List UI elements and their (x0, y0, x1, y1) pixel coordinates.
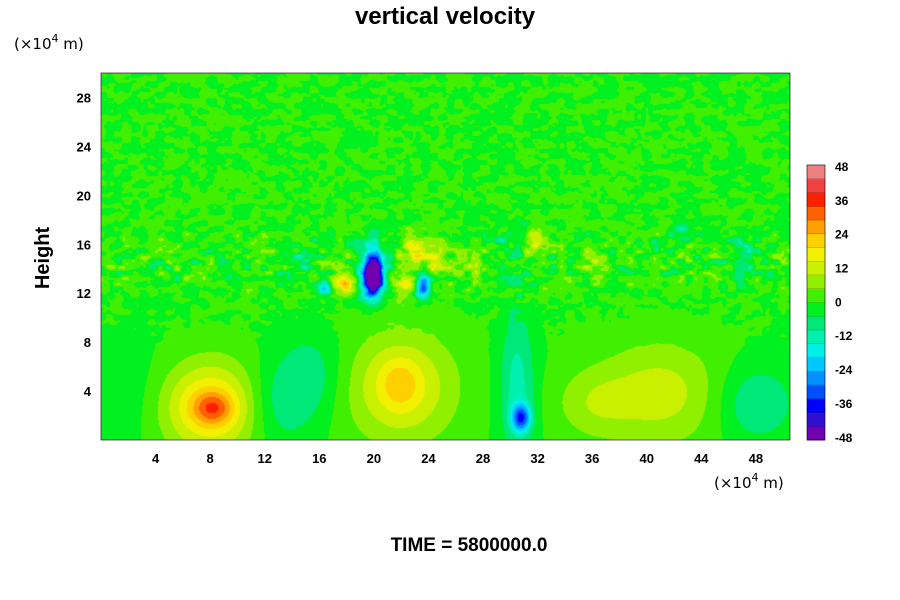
colorbar-segment (807, 344, 825, 358)
colorbar-segment (807, 206, 825, 220)
colorbar-segment (807, 358, 825, 372)
colorbar-segment (807, 413, 825, 427)
x-tick-label: 44 (694, 451, 709, 466)
colorbar-tick-label: 12 (835, 262, 849, 276)
x-tick-label: 36 (585, 451, 599, 466)
y-axis-label: Height (32, 227, 54, 290)
colorbar-segment (807, 289, 825, 303)
x-tick-label: 40 (640, 451, 654, 466)
colorbar-segment (807, 234, 825, 248)
chart-title: vertical velocity (355, 3, 536, 30)
colorbar-segment (807, 165, 825, 179)
colorbar-tick-label: -36 (835, 397, 853, 411)
colorbar-segment (807, 330, 825, 344)
colorbar-tick-label: 48 (835, 160, 849, 174)
y-tick-label: 28 (77, 90, 91, 105)
colorbar-tick-label: 0 (835, 295, 842, 309)
colorbar-segment (807, 248, 825, 262)
x-tick-label: 32 (530, 451, 544, 466)
y-axis-ticks: 4 8 12 16 20 24 28 (77, 90, 92, 399)
colorbar-segment (807, 275, 825, 289)
y-tick-label: 24 (77, 139, 92, 154)
x-tick-label: 20 (367, 451, 381, 466)
colorbar-segment (807, 220, 825, 234)
y-axis-unit: (×104 m) (14, 32, 84, 53)
x-tick-label: 48 (749, 451, 763, 466)
colorbar-tick-label: -48 (835, 431, 853, 445)
y-tick-label: 4 (84, 384, 92, 399)
y-tick-label: 12 (77, 286, 91, 301)
colorbar-segment (807, 426, 825, 440)
x-tick-label: 28 (476, 451, 490, 466)
y-tick-label: 16 (77, 237, 91, 252)
time-label: TIME = 5800000.0 (391, 535, 548, 556)
x-tick-label: 12 (257, 451, 271, 466)
colorbar-tick-label: -12 (835, 329, 853, 343)
colorbar (807, 165, 825, 440)
colorbar-tick-label: 36 (835, 194, 849, 208)
x-tick-label: 16 (312, 451, 326, 466)
colorbar-segment (807, 385, 825, 399)
x-tick-label: 24 (421, 451, 436, 466)
x-tick-label: 4 (152, 451, 160, 466)
x-axis-ticks: 4 8 12 16 20 24 28 32 36 40 44 48 (152, 451, 763, 466)
x-axis-unit: (×104 m) (714, 471, 784, 492)
colorbar-segment (807, 261, 825, 275)
colorbar-segment (807, 179, 825, 193)
colorbar-segment (807, 371, 825, 385)
colorbar-tick-label: -24 (835, 363, 853, 377)
colorbar-ticks: 48 36 24 12 0 -12 -24 -36 -48 (835, 160, 853, 445)
colorbar-segment (807, 193, 825, 207)
colorbar-segment (807, 303, 825, 317)
y-tick-label: 20 (77, 188, 91, 203)
colorbar-segment (807, 316, 825, 330)
colorbar-segment (807, 399, 825, 413)
x-tick-label: 8 (207, 451, 214, 466)
plot-area (101, 73, 790, 440)
y-tick-label: 8 (84, 335, 91, 350)
colorbar-tick-label: 24 (835, 228, 849, 242)
heatmap (101, 73, 790, 440)
